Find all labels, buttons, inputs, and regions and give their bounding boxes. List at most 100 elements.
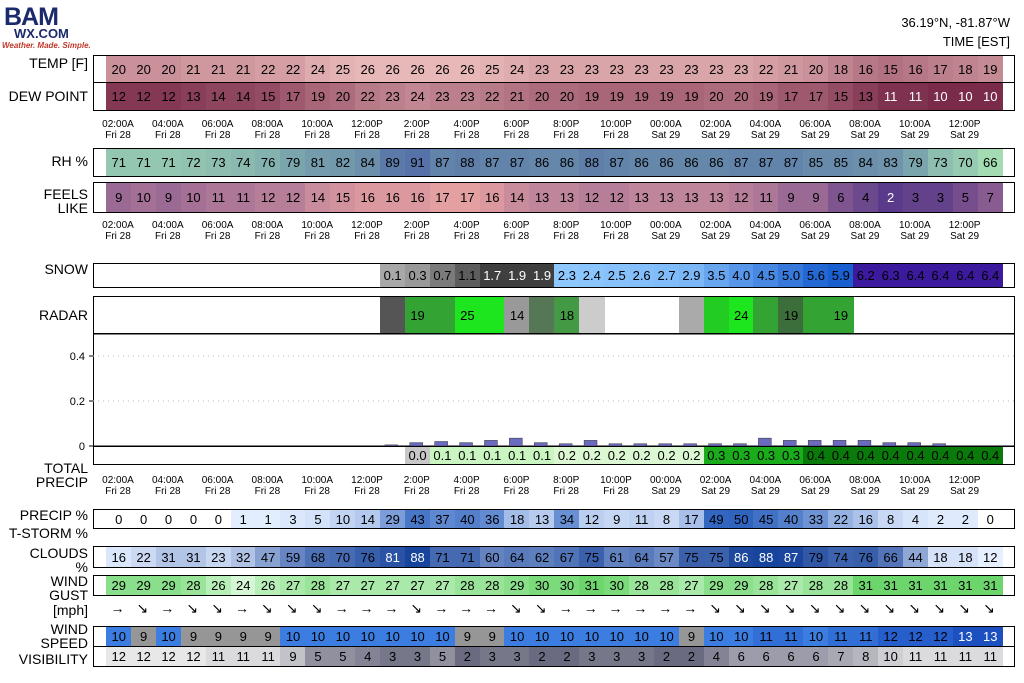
location-coords: 36.19°N, -81.87°W [901,15,1010,30]
speed-cell: 10 [355,627,381,646]
time-tick-label: 02:00A Sat 29 [699,119,732,141]
rh-cell: 73 [927,149,954,176]
rh-cell: 88 [454,149,481,176]
rh-cell: 81 [305,149,331,176]
time-tick-label: 08:00A Sat 29 [849,220,881,242]
dew-cell: 19 [579,83,605,110]
rh-cell: 87 [429,149,456,176]
feels-cell: 15 [330,183,356,212]
precip-pct-cell: 29 [379,510,406,528]
gust-cell: 31 [927,576,954,595]
temp-cell: 22 [753,56,779,82]
rh-cell: 86 [554,149,580,176]
rh-cell: 70 [952,149,979,176]
speed-cell: 10 [305,627,331,646]
speed-cell: 9 [230,627,256,646]
precip-pct-cell: 0 [130,510,157,528]
snow-cell: 1.9 [529,264,555,287]
visibility-cell: 2 [653,647,680,666]
speed-cell: 9 [255,627,281,646]
feels-cell: 9 [106,183,132,212]
speed-cell: 10 [379,627,406,646]
gust-cell: 27 [379,576,406,595]
clouds-cell: 12 [977,547,1003,567]
rh-cell: 74 [230,149,256,176]
feels-cell: 12 [604,183,630,212]
feels-cell: 3 [927,183,954,212]
temp-cell: 25 [479,56,505,82]
feels-cell: 13 [653,183,680,212]
visibility-cell: 6 [753,647,779,666]
precip-pct-cell: 18 [504,510,530,528]
wind-arrow-icon: ↘ [908,600,921,616]
total-precip-cell: 0.1 [504,447,530,464]
gust-cell: 29 [155,576,182,595]
precip-bar [509,437,523,447]
gust-cell: 29 [728,576,754,595]
visibility-cell: 11 [205,647,232,666]
dew-cell: 19 [628,83,655,110]
time-tick-label: 10:00A Fri 28 [301,220,334,242]
snow-row: 0.1 0.3 0.7 1.1 1.7 1.9 1.9 2.3 2.4 2.5 2.6 2.7 2.9 3… [93,263,1015,288]
tstorm-label: T-STORM % [8,525,88,541]
dew-label: DEW POINT [8,88,88,104]
feels-cell: 10 [130,183,157,212]
header-info: 36.19°N, -81.87°W TIME [EST] [901,13,1010,51]
rh-cell: 85 [803,149,829,176]
snow-cell: 5.0 [778,264,804,287]
visibility-cell: 11 [230,647,256,666]
gust-cell: 28 [628,576,655,595]
feels-label-1: FEELS [43,186,88,202]
time-tick-label: 02:00A Fri 28 [102,119,134,141]
gust-cell: 29 [703,576,730,595]
feels-cell: 13 [703,183,730,212]
speed-label-2: SPEED [40,635,88,651]
gust-cell: 26 [255,576,281,595]
temp-row: 20 20 20 21 21 21 22 22 24 25 26 26 26 26 26 25 24 23 23 23… [93,55,1015,83]
time-label: TIME [EST] [942,34,1010,49]
wind-arrow-icon: ↘ [783,600,796,616]
wind-arrow-icon: ↘ [310,600,323,616]
gust-cell: 27 [355,576,381,595]
clouds-label-1: CLOUDS [29,545,88,561]
precip-pct-cell: 49 [703,510,730,528]
gust-cell: 27 [778,576,804,595]
clouds-row: 16 22 31 31 23 32 47 59 68 70 76 81 88 71 71 60 64 62 67 75… [93,546,1015,568]
speed-cell: 11 [853,627,879,646]
visibility-label: VISIBILITY [18,651,88,667]
time-tick-label: 08:00A Sat 29 [849,475,881,497]
precip-pct-cell: 1 [230,510,256,528]
precip-pct-cell: 0 [155,510,182,528]
gust-cell: 27 [404,576,431,595]
radar-cell [379,297,406,333]
feels-row: 9 10 9 10 11 11 12 12 14 15 16 16 16 17 17 16 14 13 13 12 12… [93,182,1015,213]
clouds-cell: 81 [379,547,406,567]
speed-cell: 10 [579,627,605,646]
visibility-cell: 6 [803,647,829,666]
rh-cell: 72 [180,149,207,176]
rh-cell: 88 [579,149,605,176]
rh-cell: 86 [628,149,655,176]
wind-arrow-icon: ↘ [759,600,771,616]
dew-cell: 20 [703,83,730,110]
speed-cell: 10 [404,627,431,646]
time-tick-label: 2:00P Fri 28 [403,475,430,497]
temp-cell: 21 [230,56,256,82]
temp-cell: 23 [728,56,754,82]
rh-cell: 87 [604,149,630,176]
speed-cell: 10 [728,627,754,646]
clouds-cell: 71 [429,547,456,567]
feels-cell: 3 [902,183,929,212]
temp-cell: 26 [429,56,456,82]
temp-cell: 23 [554,56,580,82]
speed-cell: 10 [803,627,829,646]
temp-cell: 26 [379,56,406,82]
total-precip-label-1: TOTAL [44,460,88,476]
gust-cell: 28 [653,576,680,595]
time-tick-label: 10:00P Fri 28 [600,475,632,497]
radar-cell [529,297,555,333]
temp-cell: 21 [180,56,207,82]
temp-cell: 25 [330,56,356,82]
clouds-cell: 75 [579,547,605,567]
wind-arrow-icon: → [658,600,673,616]
